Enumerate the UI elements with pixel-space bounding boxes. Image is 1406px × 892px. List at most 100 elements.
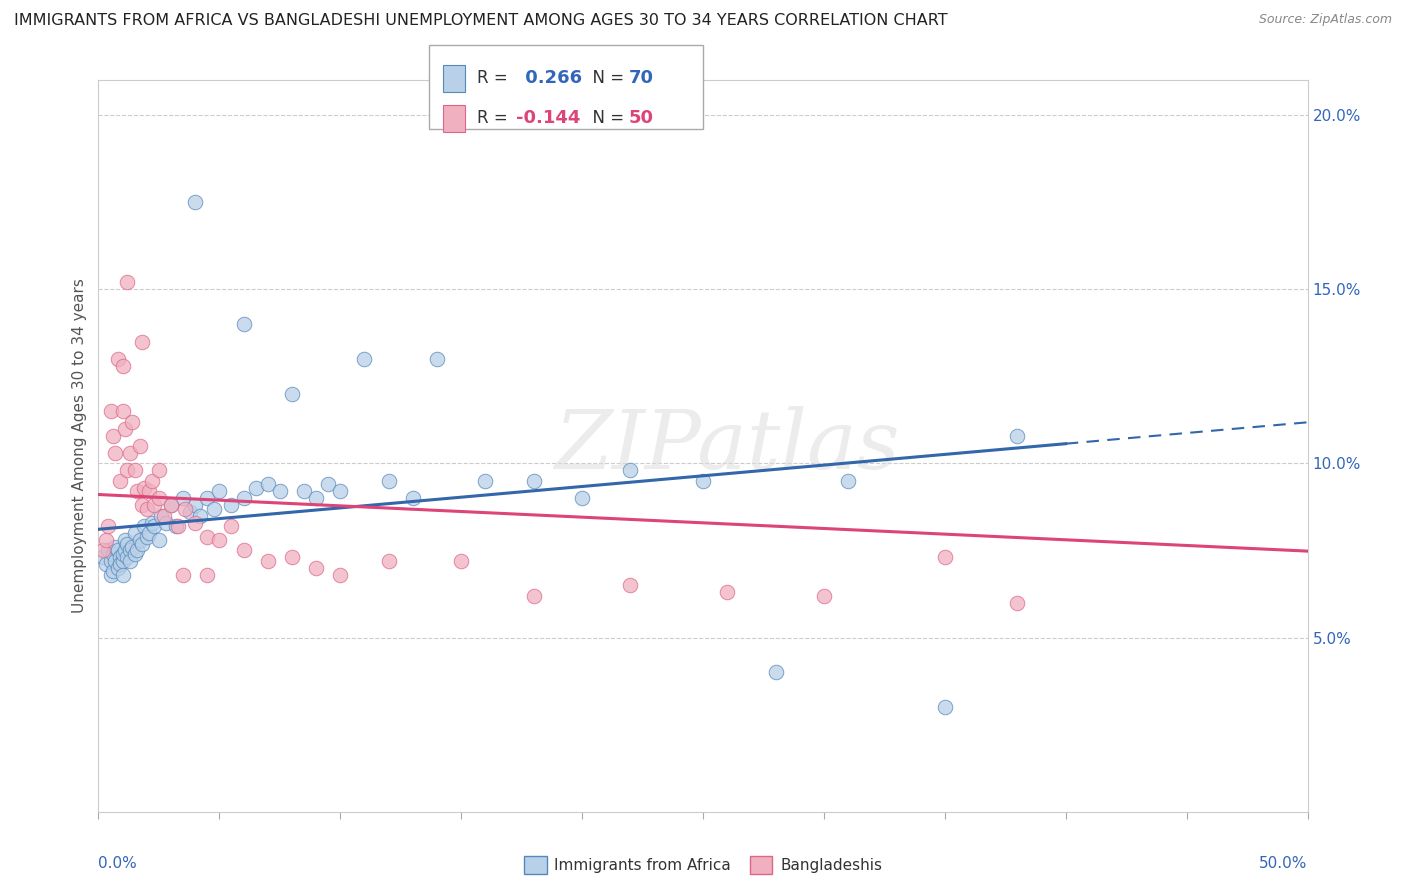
Point <box>172 491 194 506</box>
Text: R =: R = <box>477 110 513 128</box>
Point <box>135 501 157 516</box>
Point <box>91 550 114 565</box>
Point <box>619 578 641 592</box>
Point <box>221 498 243 512</box>
Point <box>127 484 149 499</box>
Point <box>523 589 546 603</box>
Point <box>131 334 153 349</box>
Point <box>104 446 127 460</box>
Point <box>619 463 641 477</box>
Point <box>305 491 328 506</box>
Point <box>155 516 177 530</box>
Point <box>195 530 218 544</box>
Point <box>111 547 134 561</box>
Point <box>124 463 146 477</box>
Point <box>245 481 267 495</box>
Point <box>143 519 166 533</box>
Point <box>97 519 120 533</box>
Point <box>152 508 174 523</box>
Point <box>292 484 315 499</box>
Point <box>117 550 139 565</box>
Point <box>100 554 122 568</box>
Legend: Immigrants from Africa, Bangladeshis: Immigrants from Africa, Bangladeshis <box>517 850 889 880</box>
Point <box>426 351 449 366</box>
Point <box>281 550 304 565</box>
Text: IMMIGRANTS FROM AFRICA VS BANGLADESHI UNEMPLOYMENT AMONG AGES 30 TO 34 YEARS COR: IMMIGRANTS FROM AFRICA VS BANGLADESHI UN… <box>14 13 948 29</box>
Point <box>377 474 399 488</box>
Point <box>195 567 218 582</box>
Point <box>281 386 304 401</box>
Point <box>128 439 150 453</box>
Point <box>1007 428 1029 442</box>
Point <box>195 491 218 506</box>
Point <box>208 533 231 547</box>
Point <box>204 501 226 516</box>
Point <box>118 554 141 568</box>
Point <box>934 550 956 565</box>
Point <box>127 543 149 558</box>
Text: 0.266: 0.266 <box>519 70 582 87</box>
Text: N =: N = <box>582 70 630 87</box>
Point <box>329 484 352 499</box>
Point <box>124 547 146 561</box>
Point <box>450 554 472 568</box>
Point <box>141 516 163 530</box>
Point <box>107 543 129 558</box>
Point <box>184 516 207 530</box>
Point <box>232 317 254 331</box>
Point <box>837 474 859 488</box>
Point <box>174 501 197 516</box>
Point <box>135 530 157 544</box>
Point <box>108 558 131 572</box>
Point <box>108 550 131 565</box>
Point <box>316 477 339 491</box>
Point <box>131 536 153 550</box>
Point <box>221 519 243 533</box>
Point <box>114 421 136 435</box>
Point <box>934 700 956 714</box>
Point <box>402 491 425 506</box>
Text: 70: 70 <box>628 70 654 87</box>
Point <box>94 558 117 572</box>
Point <box>523 474 546 488</box>
Point <box>165 519 187 533</box>
Point <box>141 474 163 488</box>
Point <box>104 554 127 568</box>
Point <box>121 540 143 554</box>
Point <box>208 484 231 499</box>
Text: Source: ZipAtlas.com: Source: ZipAtlas.com <box>1258 13 1392 27</box>
Text: 50.0%: 50.0% <box>1260 855 1308 871</box>
Point <box>232 491 254 506</box>
Point <box>114 543 136 558</box>
Point <box>692 474 714 488</box>
Point <box>91 543 114 558</box>
Point <box>134 481 156 495</box>
Point <box>117 463 139 477</box>
Point <box>128 533 150 547</box>
Point <box>100 567 122 582</box>
Point <box>114 533 136 547</box>
Point <box>111 554 134 568</box>
Point <box>111 404 134 418</box>
Point <box>107 351 129 366</box>
Point <box>571 491 593 506</box>
Text: R =: R = <box>477 70 513 87</box>
Point <box>232 543 254 558</box>
Point <box>148 463 170 477</box>
Point <box>107 561 129 575</box>
Point <box>179 505 201 519</box>
Point <box>188 508 211 523</box>
Point <box>131 498 153 512</box>
Point <box>1007 596 1029 610</box>
Point <box>111 567 134 582</box>
Point <box>813 589 835 603</box>
Point <box>305 561 328 575</box>
Point <box>118 446 141 460</box>
Point <box>94 533 117 547</box>
Point <box>117 275 139 289</box>
Text: -0.144: -0.144 <box>516 110 581 128</box>
Text: 0.0%: 0.0% <box>98 855 138 871</box>
Point <box>108 474 131 488</box>
Point <box>100 404 122 418</box>
Point <box>124 526 146 541</box>
